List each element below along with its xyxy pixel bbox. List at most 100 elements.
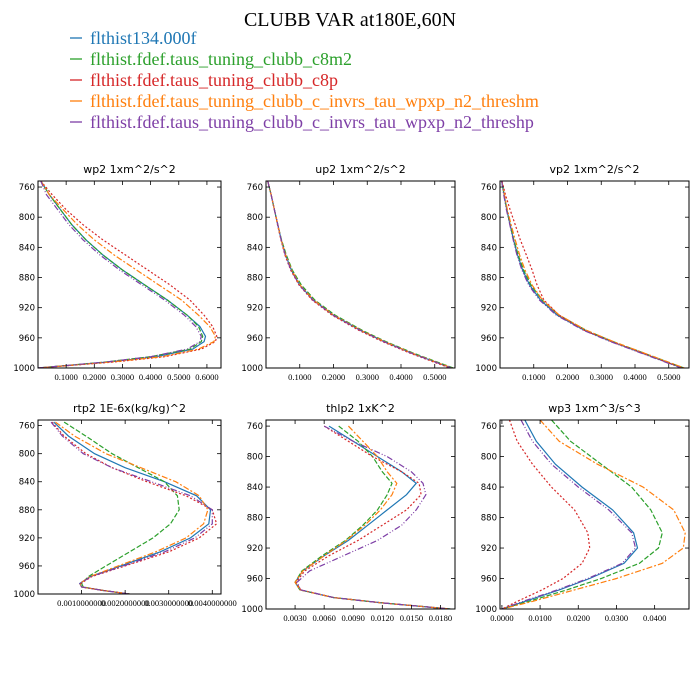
x-tick-label: 0.0060 (312, 613, 335, 623)
x-tick-label: 0.2000 (83, 372, 106, 382)
panel-title: up2 1xm^2/s^2 (315, 163, 406, 176)
y-tick-label: 880 (247, 514, 263, 524)
y-tick-label: 760 (481, 183, 497, 193)
y-tick-label: 1000 (13, 364, 35, 374)
x-tick-label: 0.1000 (522, 372, 545, 382)
legend: flthist134.000fflthist.fdef.taus_tuning_… (70, 28, 539, 132)
y-tick-label: 960 (247, 334, 263, 344)
x-tick-label: 0.5000 (423, 372, 446, 382)
series-line (296, 425, 451, 609)
x-tick-label: 0.0040000000 (188, 598, 237, 608)
y-tick-label: 800 (19, 213, 35, 223)
panel-title: rtp2 1E-6x(kg/kg)^2 (73, 402, 186, 415)
plot-frame (265, 419, 456, 610)
y-tick-label: 840 (247, 243, 263, 253)
y-tick-label: 1000 (241, 364, 263, 374)
series-line (51, 421, 218, 594)
x-tick-label: 0.0010000000 (57, 598, 106, 608)
series-line (501, 420, 637, 609)
series-line (55, 421, 209, 594)
x-tick-label: 0.3000 (111, 372, 134, 382)
series-line (38, 181, 202, 368)
panel-title: thlp2 1xK^2 (326, 402, 395, 415)
y-tick-label: 1000 (13, 590, 35, 600)
y-tick-label: 800 (247, 213, 263, 223)
x-tick-label: 0.1000 (54, 372, 77, 382)
x-tick-label: 0.0120 (371, 613, 394, 623)
legend-entry: flthist.fdef.taus_tuning_clubb_c8m2 (90, 49, 352, 69)
x-tick-label: 0.3000 (590, 372, 613, 382)
panel-title: wp2 1xm^2/s^2 (83, 163, 176, 176)
y-tick-label: 960 (19, 334, 35, 344)
chart-panel: wp3 1xm^3/s^3 760 800 840 880 920 960 10000.000… (475, 402, 690, 623)
y-tick-label: 1000 (241, 605, 263, 615)
y-tick-label: 840 (481, 483, 497, 493)
x-tick-label: 0.0030 (283, 613, 306, 623)
plot-frame (499, 419, 690, 610)
chart-panel: wp2 1xm^2/s^2 760 800 840 880 920 960 1000 0.100… (13, 163, 222, 382)
panels: wp2 1xm^2/s^2 760 800 840 880 920 960 1000 0.100… (13, 163, 690, 623)
y-tick-label: 1000 (475, 364, 497, 374)
x-tick-label: 0.2000 (556, 372, 579, 382)
y-tick-label: 880 (481, 274, 497, 284)
x-tick-label: 0.0150 (400, 613, 423, 623)
x-tick-label: 0.0180 (429, 613, 452, 623)
y-tick-label: 960 (481, 575, 497, 585)
series-line (295, 425, 451, 609)
y-tick-label: 760 (481, 422, 497, 432)
y-tick-label: 880 (247, 274, 263, 284)
chart-panel: vp2 1xm^2/s^2 760 800 840 880 920 960 1000 0.100… (475, 163, 690, 382)
series-line (501, 181, 683, 368)
x-tick-label: 0.0400 (643, 613, 666, 623)
y-tick-label: 920 (247, 544, 263, 554)
x-tick-label: 0.0000 (490, 613, 513, 623)
series-line (38, 181, 218, 368)
series-line (501, 420, 591, 609)
x-tick-label: 0.3000 (356, 372, 379, 382)
x-tick-label: 0.4000 (623, 372, 646, 382)
y-tick-label: 920 (19, 304, 35, 314)
plot-frame (37, 180, 222, 369)
y-tick-label: 840 (19, 243, 35, 253)
y-tick-label: 760 (247, 422, 263, 432)
y-tick-label: 760 (247, 183, 263, 193)
y-tick-label: 840 (481, 243, 497, 253)
series-line (501, 420, 663, 609)
series-line (267, 181, 452, 368)
y-tick-label: 880 (481, 514, 497, 524)
y-tick-label: 800 (481, 453, 497, 463)
y-tick-label: 800 (481, 213, 497, 223)
y-tick-label: 1000 (475, 605, 497, 615)
y-tick-label: 760 (19, 422, 35, 432)
series-line (501, 420, 686, 609)
y-tick-label: 920 (247, 304, 263, 314)
y-tick-label: 960 (481, 334, 497, 344)
x-tick-label: 0.5000 (657, 372, 680, 382)
x-tick-label: 0.1000 (288, 372, 311, 382)
x-tick-label: 0.0100 (528, 613, 551, 623)
x-tick-label: 0.0200 (567, 613, 590, 623)
y-tick-label: 760 (19, 183, 35, 193)
legend-entry: flthist.fdef.taus_tuning_clubb_c_invrs_t… (90, 112, 534, 132)
x-tick-label: 0.4000 (389, 372, 412, 382)
panel-title: wp3 1xm^3/s^3 (548, 402, 641, 415)
series-line (63, 421, 180, 594)
series-line (50, 421, 213, 594)
y-tick-label: 800 (19, 450, 35, 460)
y-tick-label: 920 (19, 534, 35, 544)
legend-entry: flthist.fdef.taus_tuning_clubb_c8p (90, 70, 338, 90)
x-tick-label: 0.2000 (322, 372, 345, 382)
y-tick-label: 840 (19, 478, 35, 488)
y-tick-label: 960 (19, 562, 35, 572)
panel-title: vp2 1xm^2/s^2 (549, 163, 639, 176)
plot-frame (265, 180, 456, 369)
y-tick-label: 840 (247, 483, 263, 493)
plot-frame (37, 419, 222, 595)
series-line (501, 420, 639, 609)
legend-entry: flthist.fdef.taus_tuning_clubb_c_invrs_t… (90, 91, 539, 111)
y-tick-label: 960 (247, 575, 263, 585)
x-tick-label: 0.0030000000 (144, 598, 193, 608)
x-tick-label: 0.4000 (139, 372, 162, 382)
x-tick-label: 0.5000 (167, 372, 190, 382)
